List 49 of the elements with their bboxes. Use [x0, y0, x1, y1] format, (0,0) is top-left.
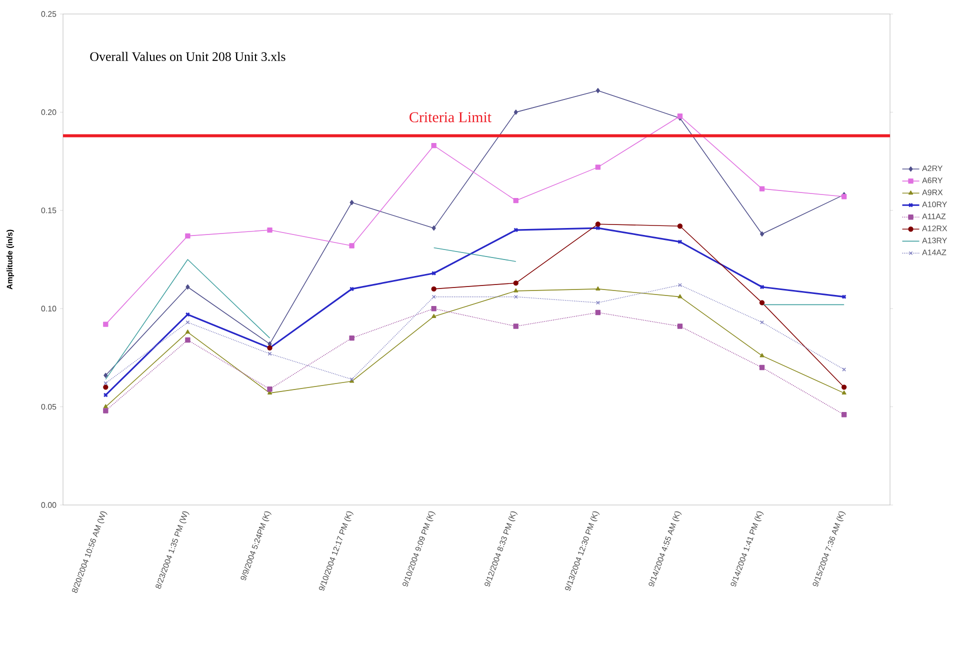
point [760, 284, 764, 290]
point [596, 88, 600, 94]
point [431, 142, 436, 148]
point [842, 368, 846, 372]
point [103, 404, 108, 408]
point [841, 384, 847, 390]
point [677, 324, 683, 329]
point [267, 227, 272, 233]
point [514, 288, 518, 292]
point [678, 294, 682, 298]
point [677, 224, 683, 229]
point [842, 390, 846, 395]
point [104, 381, 108, 386]
point [185, 330, 190, 334]
point [432, 294, 436, 299]
point [103, 408, 108, 414]
point [432, 314, 436, 318]
text: Overall Values on Unit 208 Unit 3.xls [90, 52, 286, 62]
point [759, 186, 765, 192]
point [760, 353, 764, 358]
ref-line-label: Criteria Limit [410, 112, 492, 122]
point [513, 198, 518, 204]
point [186, 284, 190, 290]
point [841, 412, 847, 418]
point [432, 225, 436, 231]
point [595, 222, 601, 227]
point [103, 322, 108, 327]
point [350, 200, 354, 206]
point [267, 386, 272, 392]
point [104, 372, 108, 378]
point [103, 384, 108, 390]
point [595, 164, 601, 170]
point [349, 335, 354, 341]
point [678, 283, 682, 287]
point [513, 324, 518, 329]
point [513, 280, 518, 286]
point [759, 300, 765, 306]
point [268, 352, 272, 356]
point [431, 306, 436, 312]
point [185, 233, 190, 239]
point [514, 110, 518, 115]
point [759, 364, 765, 370]
point [186, 320, 190, 324]
point [760, 231, 764, 237]
point [185, 337, 190, 343]
point [596, 286, 600, 290]
point [595, 310, 601, 316]
point [431, 286, 436, 292]
point [349, 243, 354, 248]
